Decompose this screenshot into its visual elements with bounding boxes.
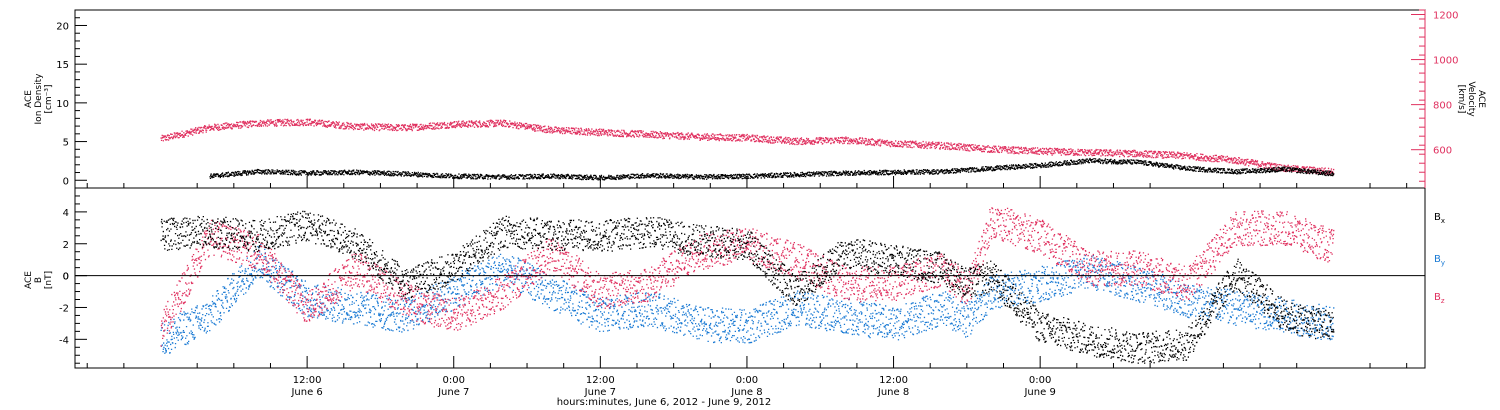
b-tick-label: 0 — [63, 272, 69, 283]
velocity-tick-label: 1200 — [1433, 11, 1458, 22]
time-tick-label: 12:00 — [586, 375, 615, 386]
velocity-axis-ticks: 600 800 1000 1200 — [1411, 9, 1458, 188]
density-tick-label: 15 — [56, 60, 69, 71]
legend-item-bx: Bx — [1434, 212, 1445, 225]
top-panel-data — [160, 118, 1335, 181]
legend-item-bz: Bz — [1434, 292, 1445, 305]
date-tick-label: June 8 — [877, 387, 909, 398]
velocity-label-unit: [km/s] — [1456, 85, 1466, 114]
time-tick-label: 0:00 — [736, 375, 758, 386]
density-label-unit: [cm⁻³] — [44, 84, 54, 113]
density-axis-ticks: 0 5 10 15 20 — [56, 17, 87, 187]
b-tick-label: -4 — [59, 335, 69, 346]
density-tick-label: 10 — [56, 99, 69, 110]
time-tick-label: 0:00 — [442, 375, 464, 386]
b-label-unit: [nT] — [44, 271, 54, 289]
b-tick-label: 4 — [63, 208, 69, 219]
time-tick-label: 12:00 — [293, 375, 322, 386]
date-tick-label: June 7 — [437, 387, 469, 398]
density-series — [209, 157, 1335, 181]
b-label-ace: ACE — [24, 271, 34, 289]
b-tick-label: -2 — [59, 303, 69, 314]
date-tick-label: June 8 — [730, 387, 762, 398]
date-tick-label: June 7 — [584, 387, 616, 398]
density-tick-label: 0 — [63, 176, 69, 187]
density-label-name: Ion Density — [34, 73, 44, 125]
date-tick-label: June 9 — [1023, 387, 1055, 398]
x-axis-label: hours:minutes, June 6, 2012 - June 9, 20… — [557, 397, 772, 408]
density-label-ace: ACE — [24, 90, 34, 108]
bx-series — [160, 210, 1335, 364]
velocity-tick-label: 1000 — [1433, 56, 1458, 67]
velocity-label-ace: ACE — [1476, 90, 1486, 108]
date-tick-label: June 6 — [290, 387, 322, 398]
b-label-name: B — [34, 277, 44, 283]
legend: Bx By Bz — [1434, 212, 1445, 305]
bottom-panel-frame — [74, 187, 1426, 369]
b-tick-label: 2 — [63, 240, 69, 251]
velocity-label-name: Velocity — [1466, 81, 1476, 117]
time-tick-label: 0:00 — [1029, 375, 1051, 386]
time-tick-label: 12:00 — [879, 375, 908, 386]
velocity-tick-label: 600 — [1433, 146, 1452, 157]
density-tick-label: 5 — [63, 138, 69, 149]
density-tick-label: 20 — [56, 21, 69, 32]
b-tick-label: 0 — [63, 272, 69, 283]
legend-item-by: By — [1434, 254, 1445, 267]
velocity-tick-label: 800 — [1433, 101, 1452, 112]
bz-series — [160, 207, 1335, 347]
bottom-panel-data — [160, 207, 1335, 364]
